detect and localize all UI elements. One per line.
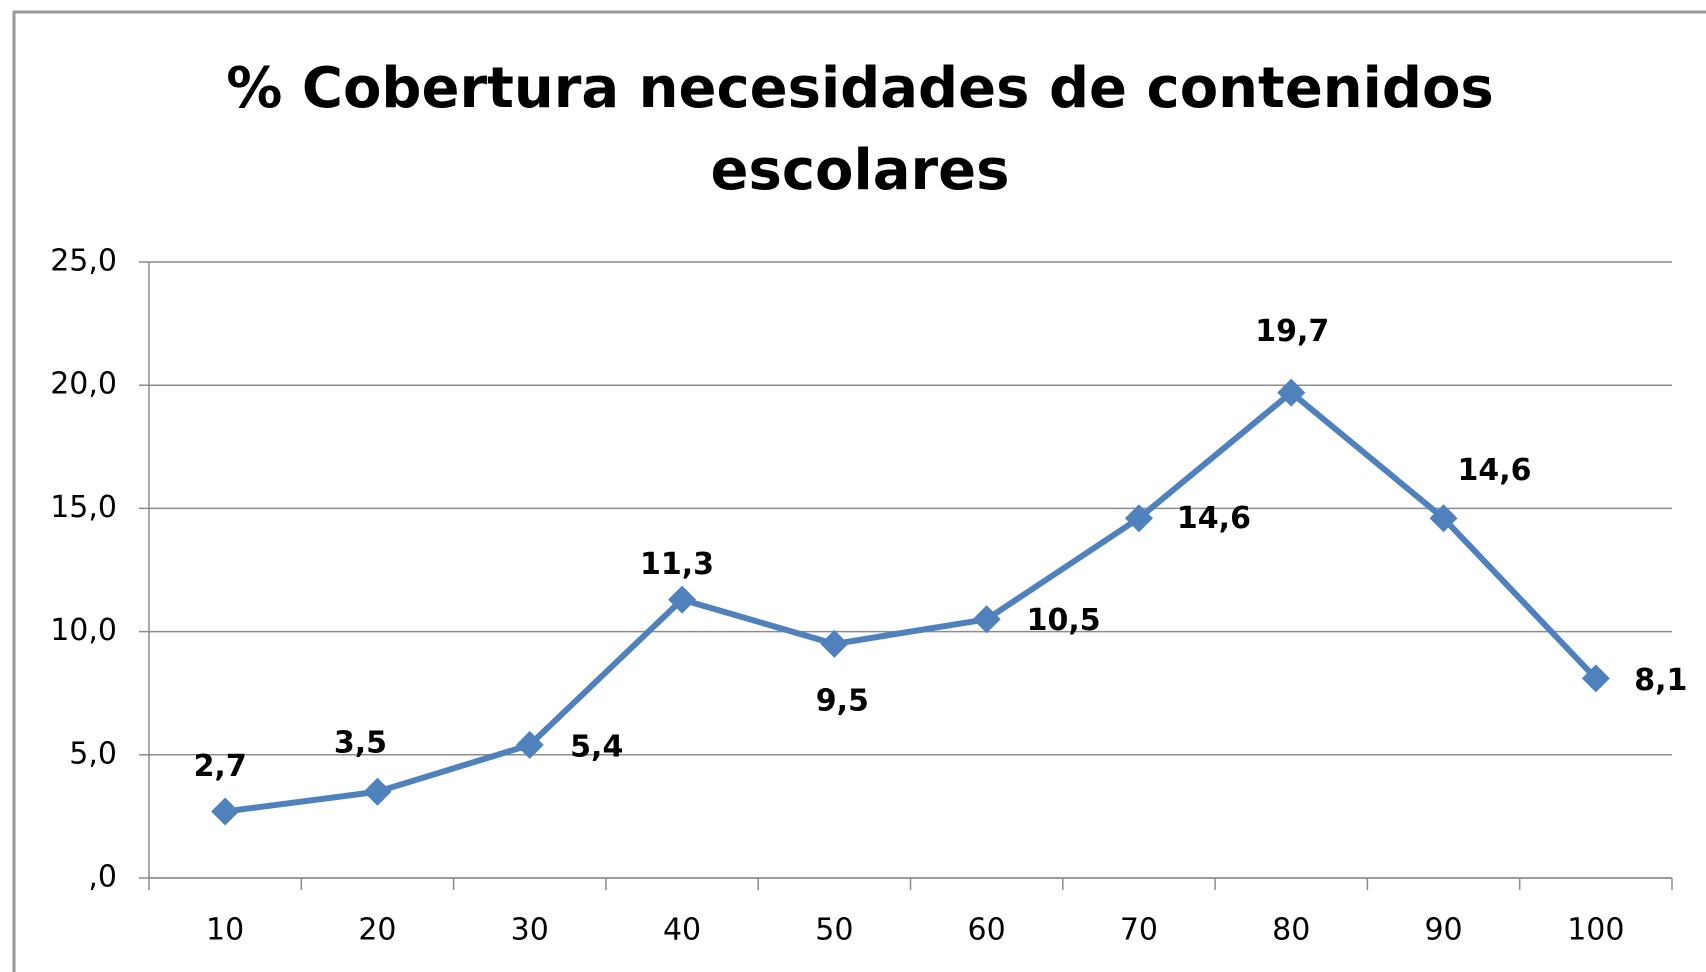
x-tick-label: 50 (815, 913, 853, 948)
data-label: 14,6 (1458, 453, 1532, 488)
x-tick-label: 70 (1120, 913, 1158, 948)
y-tick-label: 15,0 (50, 490, 117, 525)
marker (515, 730, 544, 759)
marker (1277, 378, 1306, 407)
y-tick-label: ,0 (88, 860, 117, 895)
line (224, 389, 1599, 815)
y-tick-label: 25,0 (50, 244, 117, 279)
marker (1581, 664, 1610, 693)
y-tick-label: 20,0 (50, 367, 117, 402)
x-tick-label: 80 (1272, 913, 1310, 948)
data-label: 10,5 (1027, 603, 1101, 638)
data-label: 11,3 (640, 547, 714, 582)
data-label: 3,5 (334, 725, 387, 760)
marker (972, 605, 1001, 634)
x-tick-label: 20 (358, 913, 396, 948)
data-label: 14,6 (1177, 501, 1251, 536)
x-tick-label: 60 (968, 913, 1006, 948)
data-label: 8,1 (1634, 663, 1687, 698)
marker (1124, 504, 1153, 533)
marker (668, 585, 697, 614)
chart-border (12, 10, 1706, 972)
marker (363, 777, 392, 806)
data-label: 19,7 (1255, 314, 1329, 349)
x-tick-label: 10 (206, 913, 244, 948)
marker (211, 797, 240, 826)
data-label: 5,4 (570, 729, 623, 764)
data-label: 9,5 (816, 683, 869, 718)
data-label: 2,7 (194, 749, 247, 784)
x-tick-label: 100 (1567, 913, 1624, 948)
marker (1429, 504, 1458, 533)
marker (820, 629, 849, 658)
x-tick-label: 90 (1424, 913, 1462, 948)
x-tick-label: 40 (663, 913, 701, 948)
y-tick-label: 10,0 (50, 613, 117, 648)
x-tick-label: 30 (511, 913, 549, 948)
y-tick-label: 5,0 (69, 736, 117, 771)
chart-title: % Cobertura necesidades de contenidos es… (226, 56, 1494, 203)
